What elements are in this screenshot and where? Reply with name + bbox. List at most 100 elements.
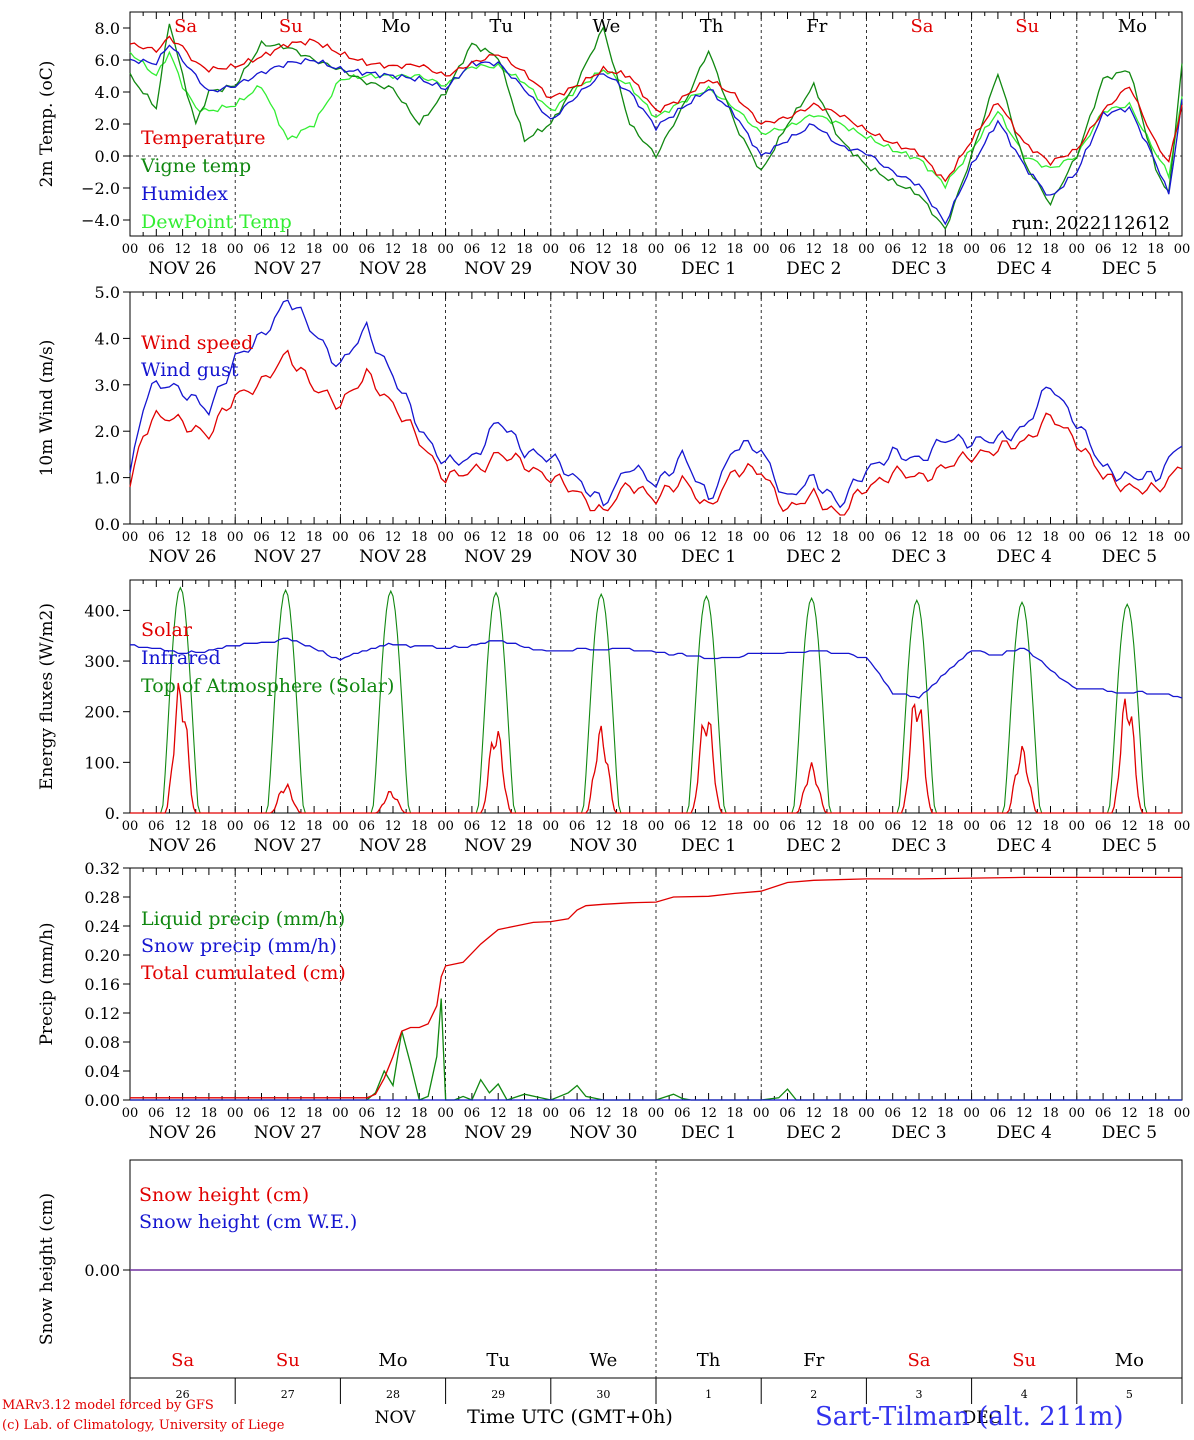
temperature-hour-label: 18 xyxy=(306,242,323,257)
bottom-day-number: 29 xyxy=(491,1388,505,1401)
snow-weekday-label: Sa xyxy=(171,1350,194,1371)
temperature-hour-label: 12 xyxy=(806,242,823,257)
temperature-hour-label: 06 xyxy=(674,242,691,257)
precip-hour-label: 00 xyxy=(332,1106,349,1121)
precip-legend-1: Snow precip (mm/h) xyxy=(141,935,337,957)
precip-hour-label: 00 xyxy=(963,1106,980,1121)
precip-hour-label: 12 xyxy=(385,1106,402,1121)
energy-hour-label: 06 xyxy=(884,819,901,834)
temperature-hour-label: 06 xyxy=(253,242,270,257)
energy-hour-label: 12 xyxy=(385,819,402,834)
precip-date-label: DEC 4 xyxy=(997,1123,1052,1143)
temperature-weekday-label: Sa xyxy=(910,16,933,37)
energy-date-label: DEC 2 xyxy=(786,836,841,856)
precip-hour-label: 06 xyxy=(253,1106,270,1121)
temperature-hour-label: 00 xyxy=(753,242,770,257)
temperature-legend-3: DewPoint Temp xyxy=(141,211,292,233)
temperature-hour-label: 00 xyxy=(543,242,560,257)
temperature-hour-label: 00 xyxy=(122,242,139,257)
energy-hour-label: 06 xyxy=(569,819,586,834)
precip-hour-label: 12 xyxy=(1016,1106,1033,1121)
temperature-hour-label: 18 xyxy=(1042,242,1059,257)
precip-hour-label: 18 xyxy=(832,1106,849,1121)
precip-date-label: DEC 1 xyxy=(681,1123,736,1143)
energy-hour-label: 00 xyxy=(1174,819,1191,834)
precip-date-label: DEC 2 xyxy=(786,1123,841,1143)
wind-y-tick-label: 3.0 xyxy=(95,376,120,395)
wind-y-tick-label: 1.0 xyxy=(95,469,120,488)
energy-date-label: NOV 26 xyxy=(149,836,217,856)
snow-weekday-label: Th xyxy=(697,1350,721,1371)
wind-hour-label: 06 xyxy=(253,530,270,545)
wind-hour-label: 00 xyxy=(1069,530,1086,545)
precip-hour-label: 18 xyxy=(516,1106,533,1121)
energy-infrared-series xyxy=(130,637,1183,699)
precip-date-label: DEC 5 xyxy=(1102,1123,1157,1143)
energy-hour-label: 12 xyxy=(1016,819,1033,834)
snow-weekday-label: Mo xyxy=(378,1350,407,1371)
temperature-hour-label: 12 xyxy=(385,242,402,257)
run-label: run: 2022112612 xyxy=(1012,213,1170,234)
temperature-y-tick-label: 4.0 xyxy=(95,83,120,102)
snow-legend-0: Snow height (cm) xyxy=(139,1184,309,1206)
wind-hour-label: 18 xyxy=(1147,530,1164,545)
wind-hour-label: 12 xyxy=(280,530,297,545)
precip-hour-label: 06 xyxy=(674,1106,691,1121)
temperature-hour-label: 00 xyxy=(332,242,349,257)
wind-hour-label: 18 xyxy=(621,530,638,545)
temperature-hour-label: 12 xyxy=(1121,242,1138,257)
temperature-hour-label: 00 xyxy=(858,242,875,257)
wind-hour-label: 00 xyxy=(332,530,349,545)
energy-hour-label: 06 xyxy=(358,819,375,834)
temperature-hour-label: 00 xyxy=(437,242,454,257)
temperature-hour-label: 12 xyxy=(280,242,297,257)
energy-hour-label: 00 xyxy=(648,819,665,834)
energy-hour-label: 18 xyxy=(306,819,323,834)
precip-date-label: NOV 26 xyxy=(149,1123,217,1143)
precip-hour-label: 00 xyxy=(753,1106,770,1121)
energy-hour-label: 12 xyxy=(490,819,507,834)
temperature-hour-label: 18 xyxy=(516,242,533,257)
temperature-hour-label: 18 xyxy=(1147,242,1164,257)
wind-hour-label: 06 xyxy=(358,530,375,545)
energy-hour-label: 12 xyxy=(1121,819,1138,834)
precip-hour-label: 12 xyxy=(174,1106,191,1121)
wind-y-tick-label: 5.0 xyxy=(95,283,120,302)
wind-hour-label: 06 xyxy=(884,530,901,545)
precip-hour-label: 00 xyxy=(227,1106,244,1121)
temperature-series-0 xyxy=(129,35,1183,183)
temperature-y-tick-label: −4.0 xyxy=(81,211,120,230)
wind-legend-1: Wind gust xyxy=(141,359,239,381)
snow-legend-1: Snow height (cm W.E.) xyxy=(139,1211,357,1233)
precip-y-tick-label: 0.12 xyxy=(84,1004,120,1023)
wind-hour-label: 00 xyxy=(648,530,665,545)
precip-legend-0: Liquid precip (mm/h) xyxy=(141,908,345,930)
precip-hour-label: 00 xyxy=(1069,1106,1086,1121)
energy-date-label: NOV 28 xyxy=(359,836,427,856)
precip-y-tick-label: 0.24 xyxy=(84,917,120,936)
wind-series-1 xyxy=(129,299,1183,509)
temperature-date-label: DEC 5 xyxy=(1102,259,1157,279)
precip-hour-label: 12 xyxy=(490,1106,507,1121)
snow-weekday-label: Su xyxy=(1012,1350,1036,1371)
temperature-legend-0: Temperature xyxy=(141,127,265,149)
snow-weekday-label: We xyxy=(590,1350,618,1371)
wind-date-label: DEC 3 xyxy=(891,547,946,567)
wind-hour-label: 06 xyxy=(779,530,796,545)
temperature-weekday-label: Mo xyxy=(1118,16,1147,37)
temperature-y-tick-label: 2.0 xyxy=(95,115,120,134)
wind-date-label: NOV 27 xyxy=(254,547,322,567)
bottom-day-number: 1 xyxy=(705,1388,712,1401)
energy-solar-series xyxy=(130,682,1182,814)
precip-hour-label: 18 xyxy=(1147,1106,1164,1121)
energy-date-label: NOV 27 xyxy=(254,836,322,856)
wind-hour-label: 18 xyxy=(306,530,323,545)
energy-hour-label: 06 xyxy=(464,819,481,834)
bottom-day-number: 28 xyxy=(386,1388,400,1401)
temperature-hour-label: 06 xyxy=(884,242,901,257)
wind-hour-label: 18 xyxy=(201,530,218,545)
energy-y-tick-label: 200. xyxy=(84,703,120,722)
temperature-hour-label: 06 xyxy=(990,242,1007,257)
energy-hour-label: 06 xyxy=(148,819,165,834)
wind-hour-label: 00 xyxy=(227,530,244,545)
